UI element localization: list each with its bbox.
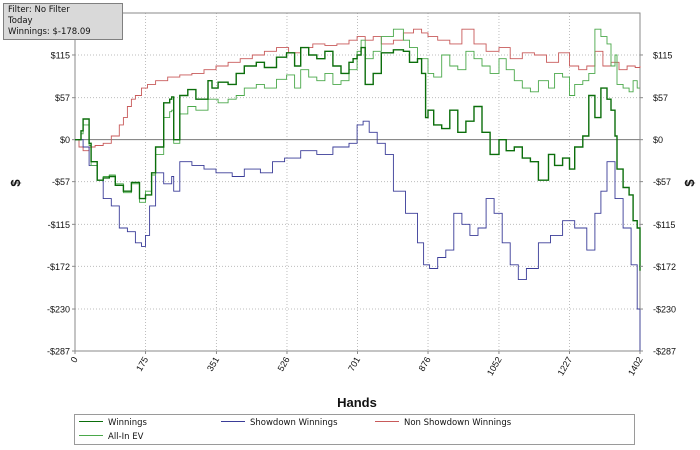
x-tick-label: 876	[417, 355, 433, 373]
y-tick-label-left: $115	[51, 50, 70, 60]
legend-item-nonshowdown: Non Showdown Winnings	[375, 418, 511, 428]
chart-legend: Winnings Showdown Winnings Non Showdown …	[74, 414, 635, 445]
y-tick-label-left: -$230	[47, 305, 70, 315]
legend-swatch-allin	[79, 435, 103, 436]
winnings-total-text: Winnings: $-178.09	[8, 27, 91, 37]
y-axis-title-right: $	[682, 179, 697, 187]
legend-item-allin: All-In EV	[79, 432, 143, 442]
y-tick-labels-right: $115 $57 $0 -$57 -$115 -$172 -$230 -$287	[640, 50, 676, 357]
x-tick-labels: 0 175 351 526 701 876 1052 1227 1402	[69, 351, 645, 377]
x-tick-label: 1052	[485, 355, 504, 377]
series-line-winnings	[75, 46, 641, 271]
y-tick-label-right: $115	[653, 50, 672, 60]
y-tick-label-right: -$115	[653, 220, 675, 230]
x-tick-label: 175	[134, 355, 150, 373]
series-line-showdown	[75, 120, 641, 351]
legend-label: Winnings	[108, 418, 147, 428]
x-tick-label: 1227	[556, 355, 575, 377]
y-axis-title-left: $	[8, 179, 23, 187]
x-axis-title: Hands	[337, 395, 377, 410]
y-tick-label-left: $57	[55, 93, 70, 103]
legend-item-showdown: Showdown Winnings	[221, 418, 338, 428]
y-tick-label-right: -$230	[653, 305, 676, 315]
y-tick-label-left: -$57	[52, 177, 70, 187]
y-tick-label-right: -$172	[653, 262, 676, 272]
legend-swatch-showdown	[221, 421, 245, 422]
legend-swatch-nonshowdown	[375, 421, 399, 422]
y-tick-label-right: -$57	[653, 177, 671, 187]
x-tick-label: 351	[205, 355, 221, 373]
legend-swatch-winnings	[79, 421, 103, 422]
y-tick-label-left: -$115	[48, 220, 70, 230]
series-lines	[75, 28, 641, 351]
x-tick-label: 0	[69, 355, 80, 364]
filter-text: Filter: No Filter	[8, 5, 70, 15]
y-tick-label-right: -$287	[653, 347, 676, 357]
legend-label: All-In EV	[108, 432, 144, 442]
period-text: Today	[8, 16, 33, 26]
y-tick-label-right: $0	[653, 135, 663, 145]
legend-label: Non Showdown Winnings	[404, 418, 512, 428]
y-tick-label-left: -$287	[47, 347, 70, 357]
x-tick-label: 1402	[626, 355, 645, 377]
legend-label: Showdown Winnings	[250, 418, 338, 428]
y-tick-label-right: $57	[653, 93, 668, 103]
x-tick-label: 526	[276, 355, 292, 373]
filter-info-box: Filter: No Filter Today Winnings: $-178.…	[3, 3, 123, 40]
x-tick-label: 701	[346, 355, 362, 373]
y-tick-label-left: -$172	[47, 262, 70, 272]
y-tick-labels-left: $115 $57 $0 -$57 -$115 -$172 -$230 -$287	[47, 50, 75, 357]
series-line-allin	[75, 28, 640, 203]
series-line-nonshowdown	[75, 28, 641, 152]
legend-item-winnings: Winnings	[79, 418, 147, 428]
y-tick-label-left: $0	[60, 135, 70, 145]
